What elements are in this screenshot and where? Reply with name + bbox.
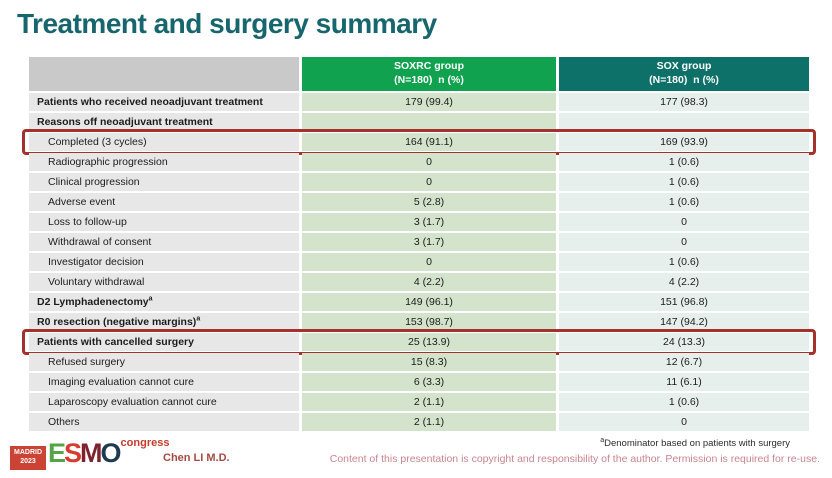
row-label: Voluntary withdrawal: [29, 273, 299, 291]
table-row: Investigator decision 0 1 (0.6): [29, 253, 809, 271]
soxrc-value: 3 (1.7): [302, 233, 556, 251]
header-corner-cell: [29, 57, 299, 91]
sox-header-sub: (N=180) n (%): [649, 74, 719, 86]
row-label: Patients with cancelled surgery: [29, 333, 299, 351]
sox-value: 1 (0.6): [559, 253, 809, 271]
sox-value: [559, 113, 809, 131]
soxrc-value: 164 (91.1): [302, 133, 556, 151]
soxrc-value: 25 (13.9): [302, 333, 556, 351]
sox-value: 0: [559, 413, 809, 431]
copyright-notice: Content of this presentation is copyrigh…: [329, 453, 820, 465]
table-row: Clinical progression 0 1 (0.6): [29, 173, 809, 191]
page-title: Treatment and surgery summary: [17, 8, 437, 39]
soxrc-value: 149 (96.1): [302, 293, 556, 311]
table-row: Laparoscopy evaluation cannot cure 2 (1.1…: [29, 393, 809, 411]
sox-header-label: SOX group: [656, 60, 712, 73]
table-row: Radiographic progression 0 1 (0.6): [29, 153, 809, 171]
table-row: Patients who received neoadjuvant treatm…: [29, 93, 809, 111]
esmo-wordmark: ESMO: [48, 438, 122, 468]
row-label: Imaging evaluation cannot cure: [29, 373, 299, 391]
table-row: Reasons off neoadjuvant treatment: [29, 113, 809, 131]
table-row: D2 Lymphadenectomya 149 (96.1) 151 (96.8): [29, 293, 809, 311]
row-label: Patients who received neoadjuvant treatm…: [29, 93, 299, 111]
footnote-text: Denominator based on patients with surge…: [604, 438, 790, 449]
table-row: Adverse event 5 (2.8) 1 (0.6): [29, 193, 809, 211]
footnote: aDenominator based on patients with surg…: [600, 436, 790, 449]
soxrc-value: 179 (99.4): [302, 93, 556, 111]
table-row: R0 resection (negative margins)a 153 (98.…: [29, 313, 809, 331]
row-label: Completed (3 cycles): [29, 133, 299, 151]
table-row: Loss to follow-up 3 (1.7) 0: [29, 213, 809, 231]
row-label: Investigator decision: [29, 253, 299, 271]
soxrc-value: [302, 113, 556, 131]
sox-value: 147 (94.2): [559, 313, 809, 331]
sox-value: 0: [559, 233, 809, 251]
sox-value: 12 (6.7): [559, 353, 809, 371]
table-row: Others 2 (1.1) 0: [29, 413, 809, 431]
soxrc-value: 0: [302, 253, 556, 271]
row-label: Radiographic progression: [29, 153, 299, 171]
author-name: Chen LI M.D.: [163, 452, 230, 464]
row-label: Refused surgery: [29, 353, 299, 371]
esmo-letter-m: M: [80, 438, 102, 468]
row-label: Loss to follow-up: [29, 213, 299, 231]
soxrc-value: 5 (2.8): [302, 193, 556, 211]
sox-value: 151 (96.8): [559, 293, 809, 311]
sox-value: 4 (2.2): [559, 273, 809, 291]
sox-header: SOX group (N=180) n (%): [559, 57, 809, 91]
sox-value: 24 (13.3): [559, 333, 809, 351]
soxrc-value: 0: [302, 173, 556, 191]
table-row: Withdrawal of consent 3 (1.7) 0: [29, 233, 809, 251]
esmo-letter-s: S: [64, 438, 82, 468]
table-row: Patients with cancelled surgery 25 (13.9)…: [22, 329, 816, 355]
summary-table: SOXRC group (N=180) n (%) SOX group (N=1…: [22, 57, 816, 433]
sox-value: 1 (0.6): [559, 193, 809, 211]
soxrc-value: 4 (2.2): [302, 273, 556, 291]
soxrc-value: 2 (1.1): [302, 413, 556, 431]
soxrc-value: 0: [302, 153, 556, 171]
row-label: Clinical progression: [29, 173, 299, 191]
congress-label: congress: [120, 437, 170, 449]
soxrc-value: 15 (8.3): [302, 353, 556, 371]
sox-value: 11 (6.1): [559, 373, 809, 391]
table-row: Voluntary withdrawal 4 (2.2) 4 (2.2): [29, 273, 809, 291]
sox-value: 177 (98.3): [559, 93, 809, 111]
esmo-letter-e: E: [48, 438, 66, 468]
sox-value: 1 (0.6): [559, 153, 809, 171]
row-label: R0 resection (negative margins)a: [29, 313, 299, 331]
soxrc-header-label: SOXRC group: [394, 60, 464, 73]
footnote-superscript: a: [600, 436, 605, 444]
madrid-2023-badge: MADRID 2023: [10, 446, 46, 470]
row-label: Withdrawal of consent: [29, 233, 299, 251]
row-label: D2 Lymphadenectomya: [29, 293, 299, 311]
table-row: Completed (3 cycles) 164 (91.1) 169 (93.9): [22, 129, 816, 155]
soxrc-value: 2 (1.1): [302, 393, 556, 411]
table-header-row: SOXRC group (N=180) n (%) SOX group (N=1…: [29, 57, 809, 91]
soxrc-header-sub: (N=180) n (%): [394, 74, 464, 86]
row-label: Reasons off neoadjuvant treatment: [29, 113, 299, 131]
row-label: Adverse event: [29, 193, 299, 211]
esmo-letter-o: O: [100, 438, 122, 468]
row-label: Laparoscopy evaluation cannot cure: [29, 393, 299, 411]
table-row: Refused surgery 15 (8.3) 12 (6.7): [29, 353, 809, 371]
sox-value: 169 (93.9): [559, 133, 809, 151]
soxrc-value: 3 (1.7): [302, 213, 556, 231]
soxrc-value: 6 (3.3): [302, 373, 556, 391]
sox-value: 1 (0.6): [559, 393, 809, 411]
sox-value: 0: [559, 213, 809, 231]
soxrc-value: 153 (98.7): [302, 313, 556, 331]
table-row: Imaging evaluation cannot cure 6 (3.3) 11 …: [29, 373, 809, 391]
sox-value: 1 (0.6): [559, 173, 809, 191]
soxrc-header: SOXRC group (N=180) n (%): [302, 57, 556, 91]
esmo-congress-logo: MADRID 2023 ESMO congress: [10, 437, 170, 470]
table-body: Patients who received neoadjuvant treatm…: [22, 93, 816, 431]
row-label: Others: [29, 413, 299, 431]
